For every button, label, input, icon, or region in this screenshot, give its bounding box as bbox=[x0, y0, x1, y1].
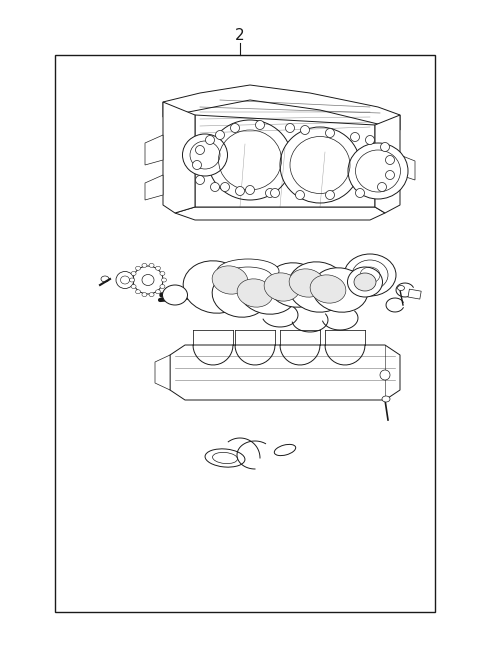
Ellipse shape bbox=[149, 293, 154, 297]
Ellipse shape bbox=[156, 267, 160, 271]
Ellipse shape bbox=[131, 271, 136, 276]
Circle shape bbox=[192, 160, 202, 170]
Circle shape bbox=[350, 132, 360, 141]
Ellipse shape bbox=[348, 267, 383, 297]
Circle shape bbox=[377, 183, 386, 191]
Ellipse shape bbox=[156, 290, 160, 293]
Circle shape bbox=[385, 155, 395, 164]
Ellipse shape bbox=[101, 276, 109, 282]
Ellipse shape bbox=[142, 263, 147, 267]
Polygon shape bbox=[400, 155, 415, 180]
Polygon shape bbox=[155, 355, 170, 390]
Polygon shape bbox=[375, 115, 400, 213]
Ellipse shape bbox=[238, 266, 298, 314]
Bar bbox=[55, 55, 435, 612]
Ellipse shape bbox=[135, 290, 141, 293]
Ellipse shape bbox=[205, 449, 245, 467]
Circle shape bbox=[385, 170, 395, 179]
Ellipse shape bbox=[280, 127, 360, 203]
Ellipse shape bbox=[217, 259, 279, 283]
Circle shape bbox=[216, 130, 225, 140]
Ellipse shape bbox=[160, 284, 165, 288]
Ellipse shape bbox=[208, 120, 292, 200]
Circle shape bbox=[205, 136, 215, 145]
Circle shape bbox=[195, 145, 204, 155]
Ellipse shape bbox=[214, 263, 282, 291]
Text: 2: 2 bbox=[235, 28, 245, 43]
Circle shape bbox=[211, 183, 219, 191]
Ellipse shape bbox=[212, 266, 248, 294]
Ellipse shape bbox=[397, 286, 405, 291]
Ellipse shape bbox=[264, 273, 300, 301]
Ellipse shape bbox=[237, 279, 273, 307]
Ellipse shape bbox=[160, 271, 165, 276]
Ellipse shape bbox=[183, 261, 247, 313]
Circle shape bbox=[300, 126, 310, 134]
Circle shape bbox=[381, 143, 389, 151]
Ellipse shape bbox=[352, 260, 388, 290]
Polygon shape bbox=[145, 135, 163, 165]
Circle shape bbox=[245, 185, 254, 195]
Ellipse shape bbox=[382, 396, 390, 402]
Circle shape bbox=[380, 370, 390, 380]
Ellipse shape bbox=[130, 278, 134, 282]
Bar bbox=[408, 289, 421, 299]
Ellipse shape bbox=[163, 285, 188, 305]
Circle shape bbox=[265, 189, 275, 198]
Ellipse shape bbox=[212, 272, 268, 317]
Ellipse shape bbox=[149, 263, 154, 267]
Circle shape bbox=[325, 128, 335, 138]
Ellipse shape bbox=[274, 444, 296, 456]
Ellipse shape bbox=[267, 263, 323, 307]
Polygon shape bbox=[175, 207, 385, 220]
Ellipse shape bbox=[348, 143, 408, 199]
Ellipse shape bbox=[289, 269, 325, 297]
Circle shape bbox=[365, 136, 374, 145]
Circle shape bbox=[271, 189, 279, 198]
Ellipse shape bbox=[288, 262, 348, 312]
Polygon shape bbox=[145, 175, 163, 200]
Ellipse shape bbox=[161, 278, 167, 282]
Ellipse shape bbox=[182, 134, 228, 176]
Circle shape bbox=[325, 191, 335, 200]
Circle shape bbox=[236, 187, 244, 195]
Circle shape bbox=[296, 191, 304, 200]
Polygon shape bbox=[195, 115, 375, 207]
Ellipse shape bbox=[344, 254, 396, 296]
Circle shape bbox=[195, 176, 204, 185]
Circle shape bbox=[220, 183, 229, 191]
Ellipse shape bbox=[312, 268, 368, 312]
Polygon shape bbox=[170, 345, 400, 400]
Circle shape bbox=[230, 124, 240, 132]
Ellipse shape bbox=[354, 273, 376, 291]
Ellipse shape bbox=[310, 275, 346, 303]
Circle shape bbox=[255, 121, 264, 130]
Ellipse shape bbox=[133, 266, 163, 294]
Ellipse shape bbox=[131, 284, 136, 288]
Ellipse shape bbox=[116, 272, 134, 288]
Circle shape bbox=[286, 124, 295, 132]
Polygon shape bbox=[163, 102, 195, 213]
Ellipse shape bbox=[135, 267, 141, 271]
Ellipse shape bbox=[224, 267, 272, 287]
Ellipse shape bbox=[142, 293, 147, 297]
Circle shape bbox=[356, 189, 364, 198]
